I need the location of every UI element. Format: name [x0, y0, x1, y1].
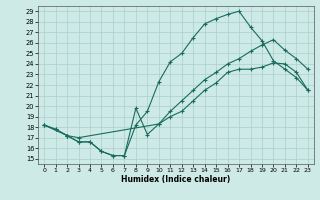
X-axis label: Humidex (Indice chaleur): Humidex (Indice chaleur) — [121, 175, 231, 184]
